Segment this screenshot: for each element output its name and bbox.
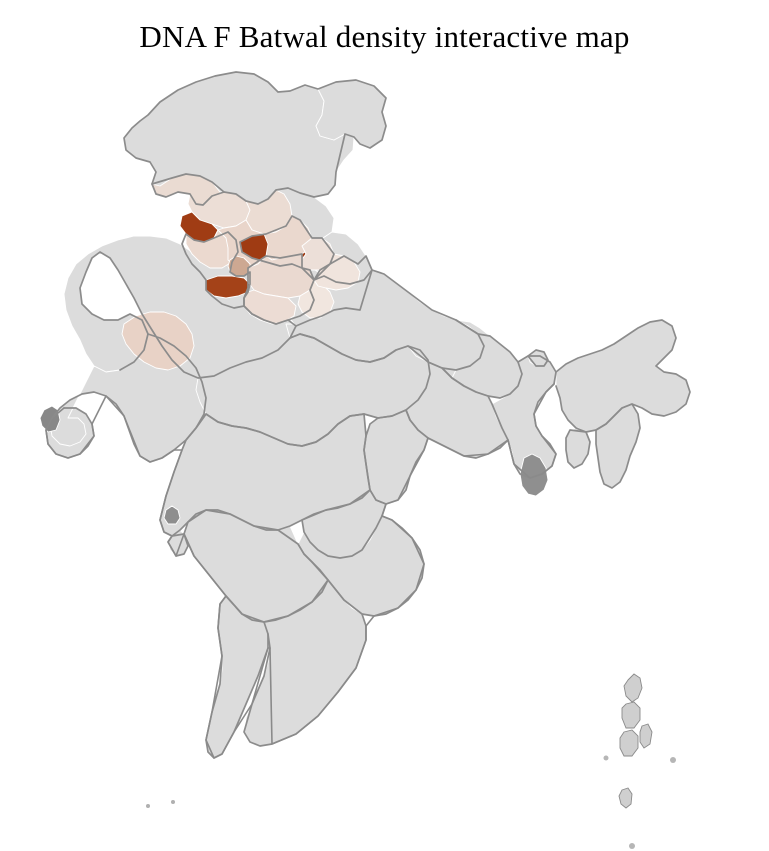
state-border-rajasthan [79, 251, 297, 379]
island-south-andaman[interactable] [619, 729, 639, 757]
island-dot-car-nicobar[interactable] [629, 843, 635, 849]
page-title: DNA F Batwal density interactive map [139, 19, 630, 54]
island-dot-barren[interactable] [670, 757, 676, 763]
state-border-telangana [301, 489, 387, 559]
state-border-sikkim [527, 349, 549, 367]
state-border-jk [123, 71, 387, 206]
india-choropleth-map[interactable] [0, 58, 769, 851]
district-mumbai-coastal[interactable] [163, 505, 181, 525]
district-kutch-coastal[interactable] [39, 405, 61, 433]
state-border-jk-inner [151, 173, 225, 193]
state-border-haryana [243, 253, 315, 325]
island-little-andaman[interactable] [618, 787, 633, 809]
district-sundarbans-delta[interactable] [519, 453, 549, 497]
state-border-punjab [181, 231, 251, 309]
national-outline-group [45, 383, 557, 759]
coastline-west [45, 395, 367, 759]
state-border-ne-south [595, 403, 641, 489]
island-north-andaman[interactable] [623, 673, 643, 703]
island-dot-lakshadweep-mid[interactable] [171, 800, 175, 804]
island-dot-lakshadweep-north[interactable] [146, 804, 150, 808]
island-baratang[interactable] [639, 723, 653, 749]
coastline-east [365, 383, 557, 627]
state-border-himachal [239, 215, 335, 281]
lakshadweep-islands-group[interactable] [146, 800, 175, 851]
island-dot-west[interactable] [603, 755, 609, 761]
andaman-nicobar-islands-group[interactable] [603, 673, 683, 851]
base-landmass-group [39, 71, 691, 759]
island-middle-andaman[interactable] [621, 701, 641, 729]
state-border-assam-ne [555, 319, 691, 433]
state-border-tripura [565, 429, 591, 469]
